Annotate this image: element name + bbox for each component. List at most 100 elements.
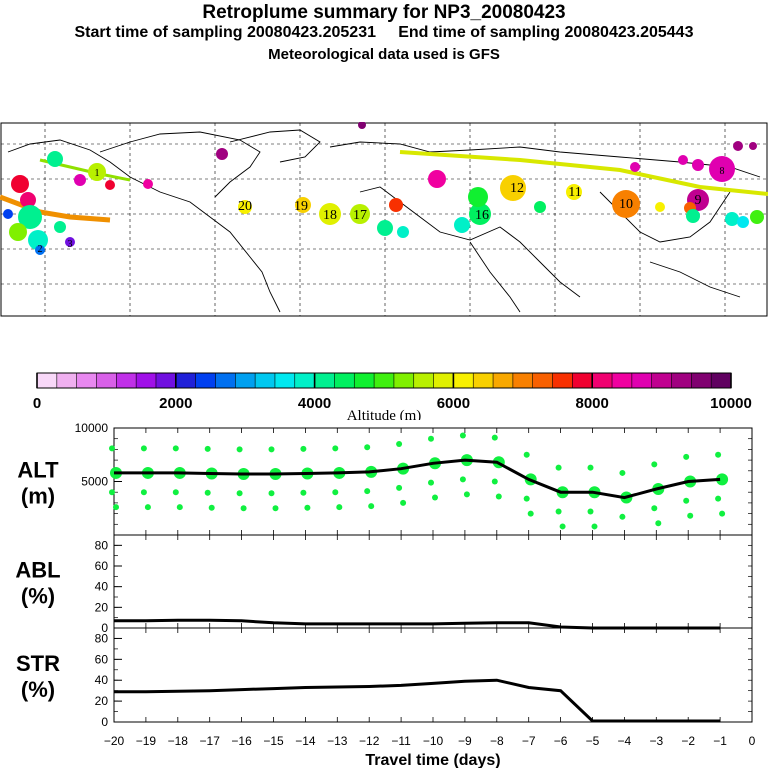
day-label: 17 <box>353 208 367 223</box>
alt-scatter-point <box>683 497 690 504</box>
x-tick-label: −20 <box>104 734 125 748</box>
colorbar-tick-label: 8000 <box>576 395 609 412</box>
plume-circle <box>18 205 42 229</box>
panel-label: ALT <box>17 458 59 483</box>
day-label: 8 <box>720 166 725 177</box>
plume-circle <box>686 209 700 223</box>
alt-scatter-point <box>109 445 115 452</box>
plume-circle <box>733 141 743 151</box>
alt-scatter-point <box>304 504 311 511</box>
colorbar-segment <box>37 373 58 388</box>
alt-scatter-point <box>332 445 339 452</box>
alt-scatter-point <box>268 490 275 497</box>
alt-scatter-point <box>495 493 502 500</box>
colorbar-segment <box>691 373 712 388</box>
alt-scatter-point <box>396 484 403 491</box>
alt-scatter-point <box>204 489 211 496</box>
alt-scatter-point <box>236 490 243 497</box>
series-line-abl <box>114 618 721 630</box>
y-tick-label: 60 <box>95 652 109 666</box>
plume-circle <box>238 200 252 214</box>
alt-scatter-point <box>555 508 562 515</box>
alt-scatter-point <box>109 489 115 496</box>
alt-scatter-point <box>428 435 434 442</box>
alt-scatter-point <box>587 464 594 471</box>
colorbar-tick-label: 2000 <box>159 395 192 412</box>
plume-trajectory <box>399 150 768 196</box>
colorbar-segment <box>612 373 633 388</box>
plume-circle <box>454 217 470 233</box>
colorbar-segment <box>572 373 593 388</box>
alt-scatter-point <box>715 495 722 502</box>
colorbar-segment <box>493 373 514 388</box>
colorbar-segment <box>651 373 672 388</box>
panel-label: (m) <box>21 484 55 509</box>
alt-scatter-point <box>523 451 530 458</box>
x-tick-label: −2 <box>681 734 695 748</box>
x-tick-label: −17 <box>200 734 221 748</box>
alt-scatter-point <box>144 504 151 511</box>
alt-scatter-point <box>332 489 339 496</box>
x-tick-label: −18 <box>168 734 189 748</box>
colorbar-label: Altitude (m) <box>347 408 422 420</box>
plume-circle <box>612 190 640 218</box>
colorbar-segment <box>453 373 474 388</box>
colorbar-tick-label: 4000 <box>298 395 331 412</box>
y-tick-label: 20 <box>95 694 109 708</box>
colorbar-segment <box>116 373 137 388</box>
sampling-times: Start time of sampling 20080423.205231 E… <box>74 24 694 41</box>
plume-circle <box>468 187 488 207</box>
x-tick-label: −8 <box>490 734 504 748</box>
alt-scatter-point <box>555 464 562 471</box>
alt-scatter-point <box>368 503 375 510</box>
alt-scatter-point <box>300 489 307 496</box>
day-label: 1 <box>95 168 100 179</box>
colorbar-segment <box>512 373 534 388</box>
plume-circle <box>428 170 446 188</box>
plume-circle <box>566 184 582 200</box>
plume-circle <box>397 226 409 238</box>
plume-circle <box>216 148 228 160</box>
plot-title: Retroplume summary for NP3_20080423 <box>202 2 566 23</box>
alt-scatter-point <box>619 513 626 520</box>
plume-circle <box>709 156 735 182</box>
plume-circle <box>9 223 27 241</box>
x-tick-label: −14 <box>295 734 316 748</box>
x-tick-label: 0 <box>749 734 756 748</box>
alt-scatter-point <box>364 444 371 451</box>
plume-circle <box>11 175 29 193</box>
x-tick-label: −7 <box>522 734 536 748</box>
plume-circle <box>725 212 739 226</box>
colorbar-tick-label: 6000 <box>437 395 470 412</box>
alt-scatter-point <box>463 491 470 498</box>
day-label: 3 <box>68 239 73 250</box>
coastline <box>229 129 321 163</box>
colorbar-segment <box>56 373 77 388</box>
alt-scatter-point <box>300 445 307 452</box>
panel-frame <box>113 627 753 723</box>
x-tick-label: −1 <box>713 734 727 748</box>
colorbar-segment <box>374 373 395 388</box>
y-tick-label: 80 <box>95 631 109 645</box>
colorbar-segment <box>76 373 97 388</box>
alt-scatter-point <box>491 434 498 441</box>
plume-circle <box>692 159 704 171</box>
alt-scatter-point <box>336 504 343 511</box>
plume-circle <box>678 155 688 165</box>
colorbar-segment <box>195 373 216 388</box>
colorbar-segment <box>294 373 315 388</box>
coastline <box>469 241 521 313</box>
y-tick-label: 60 <box>95 559 109 573</box>
plume-circle <box>389 198 403 212</box>
alt-scatter-point <box>113 504 119 511</box>
plume-circle <box>28 230 48 250</box>
y-tick-label: 20 <box>95 600 109 614</box>
x-tick-label: −9 <box>458 734 472 748</box>
alt-scatter-point <box>432 494 438 501</box>
alt-scatter-point <box>240 505 247 512</box>
plume-circle <box>737 216 749 228</box>
colorbar-segment <box>592 373 613 388</box>
plume-circle <box>377 220 393 236</box>
plume-circle <box>65 237 75 247</box>
alt-scatter-point <box>651 505 658 512</box>
